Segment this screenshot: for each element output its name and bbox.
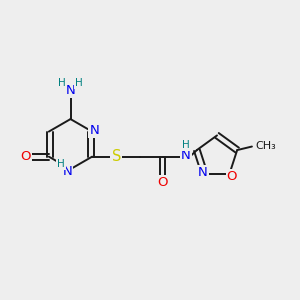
Text: N: N [63, 165, 72, 178]
Text: H: H [75, 78, 82, 88]
Text: N: N [181, 149, 191, 162]
Text: N: N [89, 124, 99, 136]
Text: N: N [198, 166, 208, 179]
Text: S: S [112, 149, 121, 164]
Text: O: O [157, 176, 168, 189]
Text: O: O [226, 170, 237, 183]
Text: N: N [66, 84, 75, 97]
Text: H: H [57, 159, 65, 169]
Text: H: H [58, 78, 66, 88]
Text: H: H [182, 140, 190, 150]
Text: CH₃: CH₃ [255, 141, 276, 151]
Text: O: O [20, 150, 31, 163]
